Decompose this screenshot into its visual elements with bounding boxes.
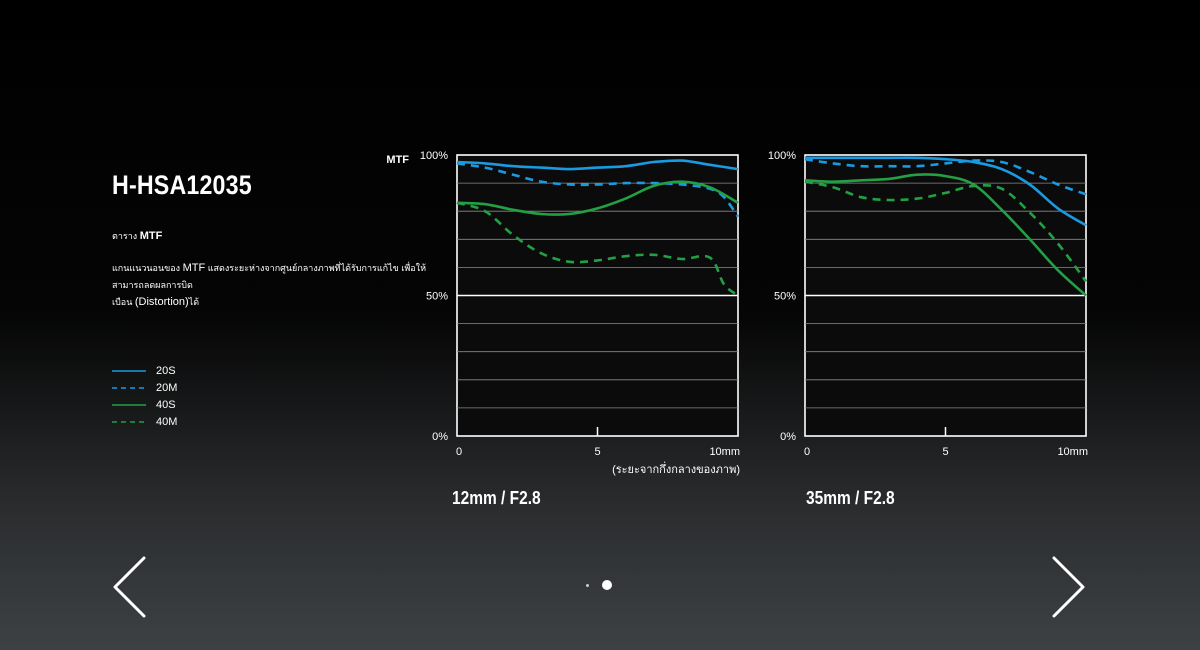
chart-caption-35mm: 35mm / F2.8: [806, 488, 895, 508]
chart-1-y-axis-label: MTF: [386, 154, 409, 166]
chart-2-x-tick-label-0: 0: [804, 446, 810, 458]
legend-item-40s: 40S: [112, 396, 177, 413]
legend-swatch-20s: [112, 369, 146, 372]
legend-item-20s: 20S: [112, 362, 177, 379]
legend-label-40m: 40M: [156, 415, 178, 428]
chart-1-x-axis-label: (ระยะจากกึ่งกลางของภาพ): [612, 461, 740, 476]
subtitle-prefix: ตาราง: [112, 231, 138, 241]
chart-legend: 20S 20M 40S 40M: [112, 362, 177, 430]
legend-item-40m: 40M: [112, 413, 177, 430]
product-title: H-HSA12035: [112, 170, 252, 200]
pagination-dot-1[interactable]: [586, 583, 589, 587]
chart-1-series-40m: [456, 201, 739, 297]
subtitle-mtf: MTF: [139, 230, 163, 242]
desc-line-2c: ได้: [188, 297, 200, 307]
legend-item-20m: 20M: [112, 379, 177, 396]
pagination-dot-2-active[interactable]: [602, 580, 612, 590]
chart-caption-12mm: 12mm / F2.8: [452, 488, 541, 508]
legend-swatch-40m: [112, 420, 146, 423]
desc-line-1c: แสดงระยะห่างจากศูนย์กลางภาพที่ได้รับการแ…: [112, 263, 427, 290]
mtf-charts: 0 5 10mm0%50%100%MTF(ระยะจากกึ่งกลางของภาพ…: [386, 150, 1088, 476]
legend-swatch-40s: [112, 403, 146, 406]
chart-2-series-20m: [804, 157, 1087, 196]
legend-label-40s: 40S: [156, 398, 176, 411]
mtf-description: แกนแนวนอนของ MTF แสดงระยะห่างจากศูนย์กลา…: [112, 260, 427, 311]
next-arrow-icon[interactable]: [1048, 556, 1088, 620]
chart-2-y-tick-label-100: 100%: [768, 150, 796, 162]
chart-2-series-20s: [805, 156, 1087, 227]
legend-label-20m: 20M: [156, 381, 178, 394]
chart-1-series-40s: [456, 180, 739, 216]
chart-2-series-40s: [804, 173, 1087, 297]
desc-line-1b: MTF: [182, 262, 206, 274]
chart-1-x-tick-label-5: 5: [594, 446, 600, 458]
chart-2-y-tick-label-50: 50%: [774, 291, 796, 303]
chart-1-y-tick-label-50: 50%: [426, 291, 448, 303]
chart-2-series-40m: [804, 180, 1088, 283]
chart-2-y-tick-label-0: 0%: [780, 431, 796, 443]
desc-line-2a: เบือน: [112, 297, 133, 307]
chart-1-series-20s: [456, 159, 739, 171]
desc-line-1: แกนแนวนอนของ MTF แสดงระยะห่างจากศูนย์กลา…: [112, 260, 427, 294]
chart-1-y-tick-label-0: 0%: [432, 431, 448, 443]
desc-line-2: เบือน (Distortion)ได้: [112, 294, 427, 311]
chart-2-x-tick-label-5: 5: [942, 446, 948, 458]
slide-pagination: [586, 580, 612, 590]
prev-arrow-icon[interactable]: [110, 556, 150, 620]
legend-label-20s: 20S: [156, 364, 176, 377]
mtf-section-heading: ตาราง MTF: [112, 229, 162, 243]
legend-swatch-20m: [112, 386, 146, 389]
chart-1-x-tick-label-10: 10mm: [709, 446, 740, 458]
desc-line-1a: แกนแนวนอนของ: [112, 263, 181, 273]
desc-line-2b: (Distortion): [134, 296, 189, 308]
chart-1-x-tick-label-0: 0: [456, 446, 462, 458]
chart-2-x-tick-label-10: 10mm: [1057, 446, 1088, 458]
chart-1-y-tick-label-100: 100%: [420, 150, 448, 162]
